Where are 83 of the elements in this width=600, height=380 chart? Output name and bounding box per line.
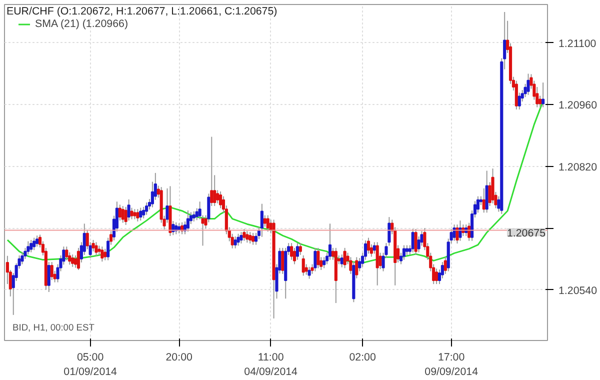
candlestick [482, 188, 486, 214]
candlestick [302, 254, 305, 276]
candlestick [405, 244, 408, 256]
annotation: BID, H1, 00:00 EST [12, 322, 95, 332]
candlestick [26, 240, 30, 256]
candlestick [296, 242, 299, 260]
candlestick [322, 256, 326, 269]
candlestick [236, 233, 240, 246]
candlestick [456, 224, 459, 244]
candlestick [266, 214, 270, 232]
candlestick [142, 206, 146, 219]
candlestick [340, 254, 344, 268]
candlestick [252, 232, 255, 246]
candlestick [36, 235, 39, 248]
candlestick [414, 228, 418, 256]
candlestick [216, 190, 220, 204]
candlestick [30, 239, 33, 253]
candlestick [343, 247, 346, 269]
candlestick [178, 222, 181, 234]
candlestick [468, 222, 471, 242]
candlestick [260, 203, 264, 238]
x-tick-label: 17:00 09/09/2014 [424, 352, 478, 378]
candlestick [50, 262, 54, 281]
candlestick [458, 220, 462, 242]
candlestick [298, 242, 302, 256]
candlestick [485, 170, 488, 214]
candlestick [246, 230, 249, 244]
candlestick [411, 228, 414, 253]
candlestick [139, 207, 142, 222]
candlestick [218, 190, 222, 209]
candlestick [281, 247, 284, 274]
candlestick [121, 206, 124, 224]
candlestick [186, 210, 190, 232]
x-tick-label: 11:00 04/09/2014 [244, 352, 298, 378]
legend-label: SMA (21) (1.20966) [35, 18, 128, 30]
candlestick [20, 252, 24, 265]
candlestick [71, 254, 74, 268]
candlestick [538, 95, 542, 108]
x-tick-label: 20:00 [166, 352, 192, 364]
candlestick [94, 242, 98, 256]
candlestick [100, 246, 104, 262]
y-tick-label: 1.20960 [558, 100, 598, 112]
x-tick-label: 02:00 [349, 352, 376, 364]
candlestick [65, 246, 68, 261]
y-tick-label: 1.21100 [558, 38, 596, 50]
candlestick [434, 268, 438, 285]
candlestick [542, 82, 545, 108]
candlestick [47, 262, 50, 292]
candlestick [242, 228, 246, 242]
ref-line-label: 1.20675 [506, 227, 546, 240]
candlestick [316, 247, 320, 269]
chart-title: EUR/CHF (O:1.20672, H:1.20677, L:1.20661, C:1.20675) [6, 6, 278, 18]
candlestick [292, 247, 296, 265]
y-tick-label: 1.20540 [558, 284, 598, 297]
candlestick [240, 232, 243, 244]
candlestick [263, 214, 266, 228]
candlestick [248, 232, 252, 244]
candlestick [192, 210, 196, 222]
candlestick [402, 244, 406, 260]
candlestick [514, 80, 518, 110]
candlestick [127, 198, 130, 222]
candlestick [234, 236, 237, 249]
candlestick [388, 216, 391, 246]
candlestick [328, 223, 332, 260]
candlestick [213, 174, 216, 207]
candlestick [74, 254, 78, 268]
candlestick [314, 247, 317, 272]
candlestick [372, 242, 376, 254]
candlestick [518, 92, 521, 110]
candlestick [308, 266, 311, 280]
candlestick [376, 242, 379, 286]
candlestick [476, 196, 480, 214]
candlestick [491, 168, 494, 204]
y-tick-label: 1.20820 [558, 161, 598, 174]
candlestick [118, 204, 122, 222]
candlestick [133, 208, 136, 220]
candlestick [526, 73, 530, 96]
candlestick [104, 248, 107, 261]
candlestick [145, 202, 148, 216]
candlestick [290, 242, 294, 260]
x-tick-label: 05:00 01/09/2014 [64, 352, 118, 378]
candlestick [136, 208, 140, 222]
candlestick [32, 237, 36, 251]
